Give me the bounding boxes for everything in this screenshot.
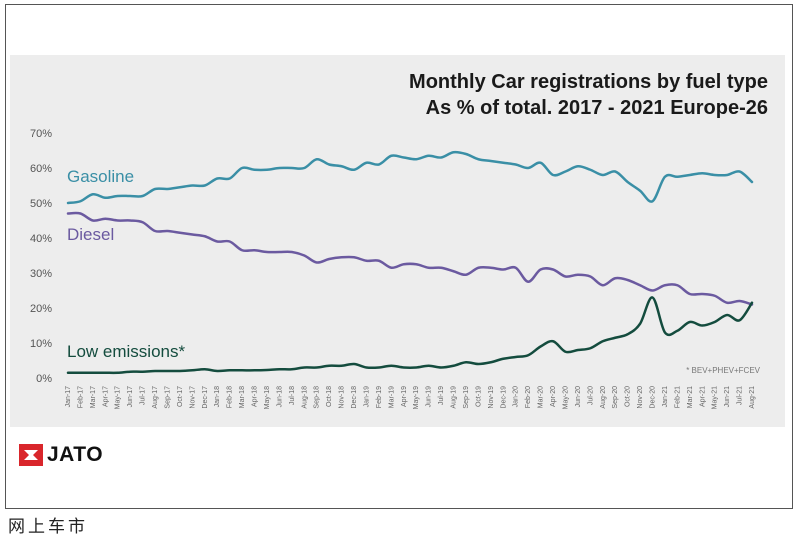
- x-tick-label: Sep-18: [314, 386, 321, 409]
- x-tick-label: Aug-18: [301, 386, 308, 409]
- x-tick-label: Mar-21: [687, 386, 694, 408]
- x-tick-label: Jul-19: [438, 386, 445, 405]
- x-tick-label: Feb-17: [77, 386, 84, 408]
- series-line-0: [66, 150, 754, 205]
- x-tick-label: Jun-17: [127, 386, 134, 408]
- footnote: * BEV+PHEV+FCEV: [686, 366, 760, 375]
- y-tick-label: 70%: [30, 128, 52, 140]
- x-tick-label: Jun-20: [575, 386, 582, 408]
- x-tick-label: May-18: [264, 386, 271, 409]
- y-tick-label: 30%: [30, 268, 52, 280]
- x-tick-label: Jan-21: [662, 386, 669, 408]
- x-tick-label: Oct-18: [326, 386, 333, 407]
- x-tick-label: Nov-17: [189, 386, 196, 409]
- x-tick-label: Dec-19: [500, 386, 507, 409]
- y-tick-label: 50%: [30, 198, 52, 210]
- jato-logo: JATO: [19, 443, 103, 467]
- x-tick-label: Jan-19: [363, 386, 370, 408]
- x-tick-label: Dec-20: [650, 386, 657, 409]
- low-emissions-label: Low emissions*: [67, 342, 185, 361]
- x-tick-label: Sep-19: [463, 386, 470, 409]
- x-tick-label: Mar-20: [538, 386, 545, 408]
- x-tick-label: Jul-18: [289, 386, 296, 405]
- x-tick-label: Jun-18: [276, 386, 283, 408]
- x-axis-ticks: Jan-17 Feb-17 Mar-17 Apr-17 May-17 Jun-17 Jul-…: [65, 386, 756, 409]
- y-tick-label: 60%: [30, 163, 52, 175]
- x-tick-label: Jul-17: [140, 386, 147, 405]
- x-tick-label: Feb-20: [525, 386, 532, 408]
- x-tick-label: Sep-20: [612, 386, 619, 409]
- series-line-2: [66, 296, 754, 375]
- x-tick-label: Feb-18: [227, 386, 234, 408]
- x-tick-label: Jul-21: [737, 386, 744, 405]
- x-tick-label: Apr-21: [699, 386, 706, 407]
- series-lines: [66, 150, 754, 375]
- x-tick-label: May-17: [115, 386, 122, 409]
- watermark: 网上车市: [8, 517, 88, 537]
- x-tick-label: Jan-17: [65, 386, 72, 408]
- series-line-1: [66, 211, 754, 306]
- x-tick-label: Jul-20: [587, 386, 594, 405]
- y-tick-label: 0%: [36, 373, 52, 385]
- x-tick-label: May-19: [413, 386, 420, 409]
- y-axis-ticks: 70% 60% 50% 40% 30% 20% 10% 0%: [30, 128, 52, 385]
- x-tick-label: Feb-21: [674, 386, 681, 408]
- x-tick-label: Mar-19: [388, 386, 395, 408]
- chart-subtitle: As % of total. 2017 - 2021 Europe-26: [426, 97, 768, 119]
- x-tick-label: Feb-19: [376, 386, 383, 408]
- jato-mark-icon: [19, 444, 43, 466]
- x-tick-label: Oct-17: [177, 386, 184, 407]
- x-tick-label: Mar-18: [239, 386, 246, 408]
- x-tick-label: Aug-21: [749, 386, 756, 409]
- chart-panel: [10, 55, 785, 427]
- diesel-label: Diesel: [67, 225, 114, 244]
- x-tick-label: Jun-21: [724, 386, 731, 408]
- x-tick-label: Sep-17: [164, 386, 171, 409]
- x-tick-label: May-21: [712, 386, 719, 409]
- x-tick-label: Apr-19: [401, 386, 408, 407]
- x-tick-label: Apr-18: [252, 386, 259, 407]
- x-tick-label: Apr-20: [550, 386, 557, 407]
- x-tick-label: Oct-19: [475, 386, 482, 407]
- y-tick-label: 10%: [30, 338, 52, 350]
- y-tick-label: 40%: [30, 233, 52, 245]
- x-tick-label: Aug-17: [152, 386, 159, 409]
- x-tick-label: Nov-18: [339, 386, 346, 409]
- x-tick-label: Nov-20: [637, 386, 644, 409]
- x-tick-label: Jun-19: [426, 386, 433, 408]
- y-tick-label: 20%: [30, 303, 52, 315]
- x-tick-label: Nov-19: [488, 386, 495, 409]
- x-tick-label: Apr-17: [102, 386, 109, 407]
- x-tick-label: Dec-17: [202, 386, 209, 409]
- chart-title: Monthly Car registrations by fuel type: [409, 71, 768, 93]
- x-tick-label: Dec-18: [351, 386, 358, 409]
- gasoline-label: Gasoline: [67, 167, 134, 186]
- x-tick-label: Jan-20: [513, 386, 520, 408]
- x-tick-label: May-20: [562, 386, 569, 409]
- x-tick-label: Oct-20: [625, 386, 632, 407]
- x-tick-label: Aug-19: [451, 386, 458, 409]
- x-tick-label: Aug-20: [600, 386, 607, 409]
- x-tick-label: Mar-17: [90, 386, 97, 408]
- logo-text: JATO: [47, 443, 104, 466]
- x-tick-label: Jan-18: [214, 386, 221, 408]
